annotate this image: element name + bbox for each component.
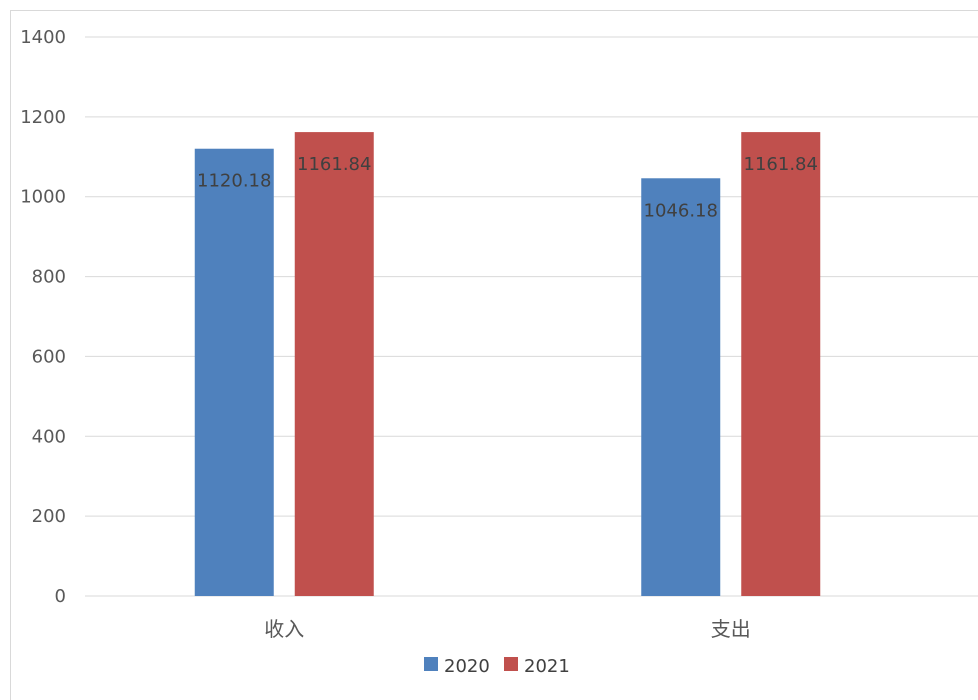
category-label: 支出	[711, 617, 751, 641]
y-tick-label: 1000	[20, 187, 66, 208]
bar-2020-1	[641, 178, 721, 596]
data-label: 1120.18	[197, 171, 271, 192]
legend-label: 2021	[524, 656, 570, 677]
category-label: 收入	[264, 617, 304, 641]
data-labels: 1120.18 1161.84 1046.18 1161.84	[197, 154, 818, 221]
x-axis-categories: 收入 支出	[264, 617, 751, 641]
y-tick-label: 1400	[20, 27, 66, 48]
bar-2020-0	[194, 148, 274, 596]
y-tick-label: 1200	[20, 107, 66, 128]
data-label: 1161.84	[297, 154, 371, 175]
y-axis-ticks: 0 200 400 600 800 1000 1200 1400	[20, 27, 66, 607]
legend-swatch-2021	[504, 657, 518, 671]
bar-2021-1	[741, 132, 821, 597]
legend: 2020 2021	[424, 656, 570, 677]
y-tick-label: 200	[32, 506, 66, 527]
data-label: 1161.84	[744, 154, 818, 175]
chart-frame	[10, 10, 978, 700]
bars	[194, 132, 821, 597]
y-tick-label: 0	[55, 586, 66, 607]
y-tick-label: 800	[32, 267, 66, 288]
legend-swatch-2020	[424, 657, 438, 671]
legend-label: 2020	[444, 656, 490, 677]
y-tick-label: 400	[32, 426, 66, 447]
gridlines	[85, 36, 978, 597]
y-tick-label: 600	[32, 346, 66, 367]
bar-2021-0	[294, 132, 374, 597]
data-label: 1046.18	[644, 200, 718, 221]
